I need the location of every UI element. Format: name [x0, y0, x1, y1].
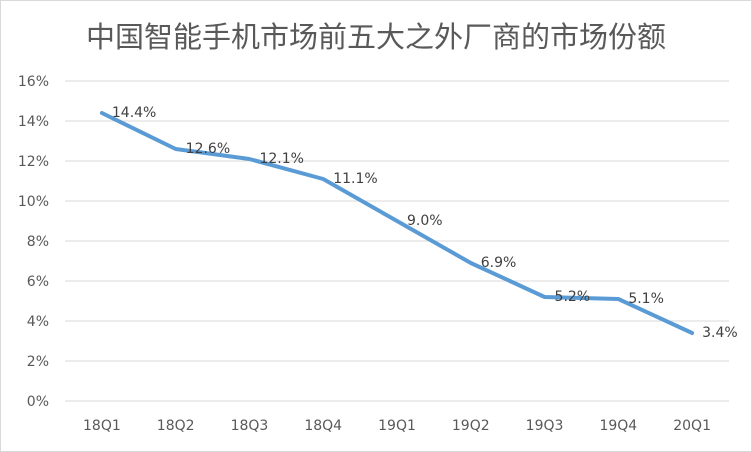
x-tick-label: 18Q4 — [304, 418, 342, 434]
y-tick-label: 12% — [18, 154, 49, 170]
x-tick-label: 19Q4 — [599, 418, 637, 434]
x-axis-tick-labels: 18Q1 18Q2 18Q3 18Q4 19Q1 19Q2 19Q3 19Q4 20Q1 — [83, 418, 711, 434]
y-axis-tick-labels: 0% 2% 4% 6% 8% 10% 12% 14% 16% — [18, 74, 49, 410]
x-tick-label: 18Q2 — [157, 418, 195, 434]
data-label: 14.4% — [112, 105, 156, 121]
y-tick-label: 4% — [27, 314, 49, 330]
series-group — [99, 111, 695, 335]
data-label: 12.1% — [259, 151, 303, 167]
data-label: 12.6% — [186, 141, 230, 157]
x-tick-label: 20Q1 — [673, 418, 711, 434]
y-tick-label: 6% — [27, 274, 49, 290]
y-tick-label: 16% — [18, 74, 49, 90]
y-tick-label: 10% — [18, 194, 49, 210]
data-label: 9.0% — [407, 213, 443, 229]
y-tick-label: 8% — [27, 234, 49, 250]
data-label: 5.2% — [555, 289, 591, 305]
y-tick-label: 0% — [27, 394, 49, 410]
y-tick-label: 2% — [27, 354, 49, 370]
x-tick-label: 19Q1 — [378, 418, 416, 434]
data-labels: 14.4% 12.6% 12.1% 11.1% 9.0% 6.9% 5.2% 5.1% 3.4% — [112, 105, 738, 341]
x-tick-label: 19Q2 — [452, 418, 490, 434]
x-tick-label: 18Q3 — [231, 418, 269, 434]
data-label: 6.9% — [481, 255, 517, 271]
gridlines — [65, 80, 729, 402]
data-label: 5.1% — [628, 291, 664, 307]
x-tick-label: 19Q3 — [526, 418, 564, 434]
data-label: 3.4% — [702, 325, 738, 341]
chart-title: 中国智能手机市场前五大之外厂商的市场份额 — [86, 20, 666, 54]
data-label: 11.1% — [333, 171, 377, 187]
x-tick-label: 18Q1 — [83, 418, 121, 434]
y-tick-label: 14% — [18, 114, 49, 130]
